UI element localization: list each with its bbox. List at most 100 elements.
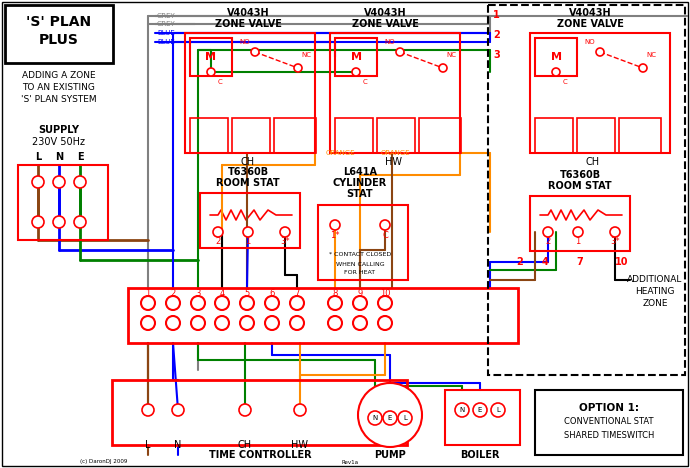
Text: CYLINDER: CYLINDER: [333, 178, 387, 188]
Text: * CONTACT CLOSED: * CONTACT CLOSED: [329, 253, 391, 257]
Bar: [112, 380, 407, 445]
Text: TO AN EXISTING: TO AN EXISTING: [23, 82, 95, 92]
Text: L: L: [35, 152, 41, 162]
Text: 1*: 1*: [331, 231, 339, 240]
Text: L641A: L641A: [343, 167, 377, 177]
Text: C: C: [382, 231, 388, 240]
Circle shape: [455, 403, 469, 417]
Bar: [200, 193, 300, 248]
Circle shape: [491, 403, 505, 417]
Text: V4043H: V4043H: [227, 8, 269, 18]
Text: 9: 9: [357, 288, 363, 298]
Text: ORANGE: ORANGE: [325, 150, 355, 156]
Circle shape: [473, 403, 487, 417]
Text: L: L: [403, 415, 407, 421]
Circle shape: [439, 64, 447, 72]
Text: M: M: [206, 52, 217, 62]
Bar: [335, 118, 373, 153]
Text: NC: NC: [446, 52, 456, 58]
Circle shape: [330, 220, 340, 230]
Text: T6360B: T6360B: [228, 167, 268, 177]
Text: CH: CH: [586, 157, 600, 167]
Text: GREY: GREY: [157, 21, 176, 27]
Circle shape: [239, 404, 251, 416]
Bar: [190, 38, 232, 76]
Circle shape: [639, 64, 647, 72]
Text: BLUE: BLUE: [157, 30, 175, 36]
Text: 2: 2: [170, 288, 176, 298]
Text: ZONE: ZONE: [642, 300, 668, 308]
Circle shape: [328, 296, 342, 310]
Text: E: E: [77, 152, 83, 162]
Text: V4043H: V4043H: [569, 8, 611, 18]
Bar: [190, 118, 228, 153]
Circle shape: [265, 296, 279, 310]
Text: STAT: STAT: [346, 189, 373, 199]
Text: V4043H: V4043H: [364, 8, 406, 18]
Text: 5: 5: [244, 288, 250, 298]
Circle shape: [396, 48, 404, 56]
Text: L: L: [496, 407, 500, 413]
Bar: [318, 205, 408, 280]
Bar: [445, 390, 520, 445]
Text: FOR HEAT: FOR HEAT: [344, 271, 375, 276]
Text: 1: 1: [246, 237, 250, 247]
Text: 1: 1: [575, 237, 580, 247]
Text: CONVENTIONAL STAT: CONVENTIONAL STAT: [564, 417, 653, 426]
Text: BOILER: BOILER: [460, 450, 500, 460]
Text: (c) DaronDJ 2009: (c) DaronDJ 2009: [80, 460, 128, 465]
Text: NO: NO: [584, 39, 595, 45]
Circle shape: [166, 316, 180, 330]
Bar: [535, 118, 573, 153]
Text: 'S' PLAN SYSTEM: 'S' PLAN SYSTEM: [21, 95, 97, 103]
Text: M: M: [551, 52, 562, 62]
Text: 1: 1: [493, 10, 500, 20]
Text: ZONE VALVE: ZONE VALVE: [557, 19, 624, 29]
Circle shape: [141, 316, 155, 330]
Text: ORANGE: ORANGE: [380, 150, 410, 156]
Text: CH: CH: [238, 440, 252, 450]
Text: 1: 1: [146, 288, 150, 298]
Circle shape: [383, 411, 397, 425]
Circle shape: [53, 176, 65, 188]
Bar: [128, 288, 518, 343]
Bar: [535, 390, 683, 455]
Text: OPTION 1:: OPTION 1:: [579, 403, 639, 413]
Circle shape: [280, 227, 290, 237]
Circle shape: [573, 227, 583, 237]
Circle shape: [353, 316, 367, 330]
Bar: [5, 5, 113, 63]
Circle shape: [353, 296, 367, 310]
Text: ROOM STAT: ROOM STAT: [548, 181, 612, 191]
Text: 2: 2: [215, 237, 221, 247]
Circle shape: [191, 296, 205, 310]
Bar: [619, 118, 661, 153]
Bar: [330, 33, 460, 153]
Circle shape: [74, 176, 86, 188]
Text: TIME CONTROLLER: TIME CONTROLLER: [208, 450, 311, 460]
Text: ZONE VALVE: ZONE VALVE: [215, 19, 282, 29]
Text: 'S' PLAN: 'S' PLAN: [26, 15, 92, 29]
Circle shape: [240, 296, 254, 310]
Circle shape: [596, 48, 604, 56]
Circle shape: [141, 296, 155, 310]
Text: 7: 7: [577, 257, 583, 267]
Bar: [535, 38, 577, 76]
Circle shape: [240, 316, 254, 330]
Text: NO: NO: [239, 39, 250, 45]
Bar: [185, 33, 315, 153]
Circle shape: [543, 227, 553, 237]
Circle shape: [215, 296, 229, 310]
Bar: [18, 165, 108, 240]
Bar: [530, 33, 670, 153]
Text: HEATING: HEATING: [635, 287, 675, 297]
Text: 2: 2: [493, 30, 500, 40]
Text: 10: 10: [615, 257, 629, 267]
Text: 10: 10: [380, 288, 391, 298]
Circle shape: [398, 411, 412, 425]
Circle shape: [610, 227, 620, 237]
Circle shape: [243, 227, 253, 237]
Text: 3: 3: [195, 288, 201, 298]
Text: WHEN CALLING: WHEN CALLING: [336, 262, 384, 266]
Text: C: C: [562, 79, 567, 85]
